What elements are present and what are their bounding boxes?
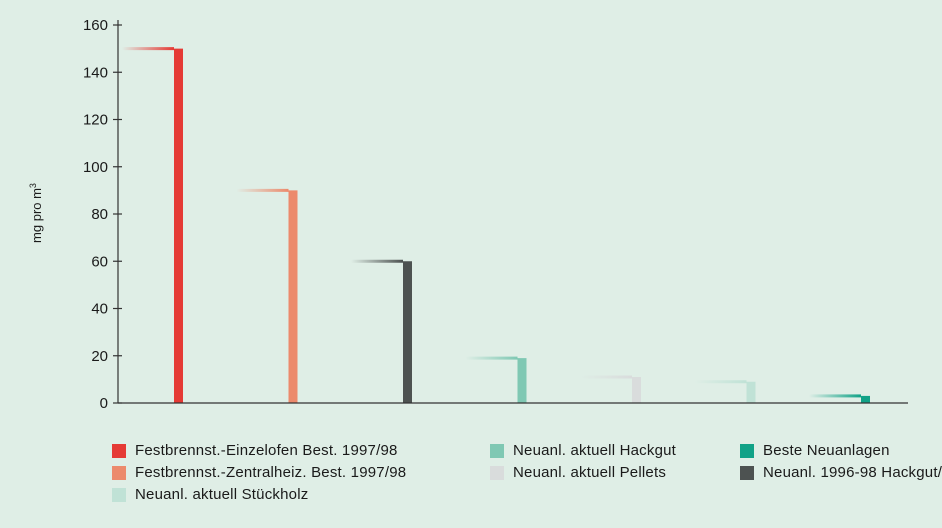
bar-group bbox=[236, 188, 298, 403]
bar bbox=[861, 395, 870, 403]
bar-group bbox=[809, 394, 870, 403]
legend-item: Neuanl. 1996-98 Hackgut/Pellets bbox=[740, 463, 942, 482]
legend-item: Neuanl. aktuell Hackgut bbox=[490, 441, 740, 460]
bar-top-accent bbox=[809, 394, 861, 398]
bar-group bbox=[694, 380, 756, 403]
bar bbox=[632, 377, 641, 403]
bar bbox=[403, 261, 412, 403]
bar-top-accent bbox=[122, 47, 174, 51]
bar bbox=[517, 358, 527, 403]
bar-top-accent bbox=[351, 259, 403, 263]
legend-label: Neuanl. aktuell Stückholz bbox=[135, 486, 309, 503]
y-tick-label: 40 bbox=[91, 301, 108, 318]
bars-group bbox=[122, 47, 870, 403]
y-tick-label: 120 bbox=[83, 112, 108, 129]
legend-swatch bbox=[490, 443, 504, 458]
legend-label: Beste Neuanlagen bbox=[763, 442, 890, 459]
legend-label: Neuanl. 1996-98 Hackgut/Pellets bbox=[763, 464, 942, 481]
legend: Festbrennst.-Einzelofen Best. 1997/98 Neu… bbox=[112, 441, 942, 504]
legend-item: Festbrennst.-Einzelofen Best. 1997/98 bbox=[112, 441, 490, 460]
legend-swatch bbox=[740, 443, 754, 458]
y-tick-label: 0 bbox=[100, 395, 108, 412]
legend-label: Festbrennst.-Zentralheiz. Best. 1997/98 bbox=[135, 464, 407, 481]
bar bbox=[288, 190, 298, 403]
legend-label: Neuanl. aktuell Hackgut bbox=[513, 442, 677, 459]
y-tick-label: 160 bbox=[83, 17, 108, 34]
legend-item: Beste Neuanlagen bbox=[740, 441, 920, 460]
y-tick-label: 20 bbox=[91, 348, 108, 365]
legend-item: Neuanl. aktuell Pellets bbox=[490, 463, 740, 482]
legend-label: Festbrennst.-Einzelofen Best. 1997/98 bbox=[135, 442, 398, 459]
legend-item: Festbrennst.-Zentralheiz. Best. 1997/98 bbox=[112, 463, 490, 482]
bar-top-accent bbox=[236, 188, 289, 192]
legend-label: Neuanl. aktuell Pellets bbox=[513, 464, 667, 481]
bar-top-accent bbox=[694, 380, 747, 384]
bar-top-accent bbox=[580, 375, 632, 379]
legend-swatch bbox=[112, 487, 126, 502]
y-tick-label: 100 bbox=[83, 159, 108, 176]
bar-group bbox=[122, 47, 183, 403]
y-axis-title-main: mg pro m bbox=[29, 188, 44, 243]
legend-swatch bbox=[490, 465, 504, 480]
y-tick-label: 140 bbox=[83, 64, 108, 81]
bar-group bbox=[351, 259, 412, 403]
y-axis-title-superscript: 3 bbox=[28, 183, 38, 188]
bar bbox=[746, 381, 756, 403]
legend-swatch bbox=[740, 465, 754, 480]
legend-item: Neuanl. aktuell Stückholz bbox=[112, 485, 490, 504]
legend-swatch bbox=[112, 465, 126, 480]
bar-group bbox=[580, 375, 641, 403]
legend-swatch bbox=[112, 443, 126, 458]
y-axis-title: mg pro m3 bbox=[28, 183, 44, 243]
bar-group bbox=[465, 356, 527, 403]
y-tick-label: 60 bbox=[91, 253, 108, 270]
y-tick-label: 80 bbox=[91, 206, 108, 223]
bar-top-accent bbox=[465, 356, 518, 360]
bar bbox=[174, 48, 183, 403]
y-axis: 0 20 40 60 80 100 120 140 160 bbox=[83, 17, 122, 412]
